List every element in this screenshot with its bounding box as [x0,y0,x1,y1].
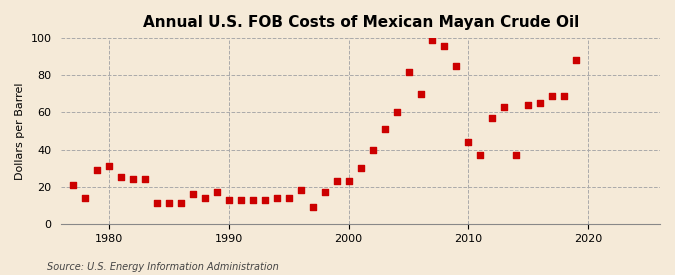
Point [284,196,294,200]
Point [92,168,103,172]
Point [259,197,270,202]
Point [128,177,138,182]
Point [355,166,366,170]
Point [188,192,198,196]
Point [296,188,306,192]
Title: Annual U.S. FOB Costs of Mexican Mayan Crude Oil: Annual U.S. FOB Costs of Mexican Mayan C… [142,15,578,30]
Point [80,196,90,200]
Point [523,103,534,107]
Y-axis label: Dollars per Barrel: Dollars per Barrel [15,82,25,180]
Point [115,175,126,180]
Point [487,116,497,120]
Point [403,69,414,74]
Point [344,179,354,183]
Point [319,190,330,194]
Text: Source: U.S. Energy Information Administration: Source: U.S. Energy Information Administ… [47,262,279,272]
Point [379,127,390,131]
Point [200,196,211,200]
Point [331,179,342,183]
Point [559,94,570,98]
Point [427,38,438,42]
Point [140,177,151,182]
Point [571,58,582,63]
Point [223,197,234,202]
Point [511,153,522,157]
Point [535,101,545,105]
Point [439,43,450,48]
Point [271,196,282,200]
Point [451,64,462,68]
Point [236,197,246,202]
Point [248,197,259,202]
Point [499,104,510,109]
Point [463,140,474,144]
Point [176,201,186,205]
Point [391,110,402,115]
Point [104,164,115,168]
Point [68,183,79,187]
Point [367,147,378,152]
Point [307,205,318,209]
Point [211,190,222,194]
Point [547,94,558,98]
Point [475,153,486,157]
Point [163,201,174,205]
Point [415,92,426,96]
Point [152,201,163,205]
